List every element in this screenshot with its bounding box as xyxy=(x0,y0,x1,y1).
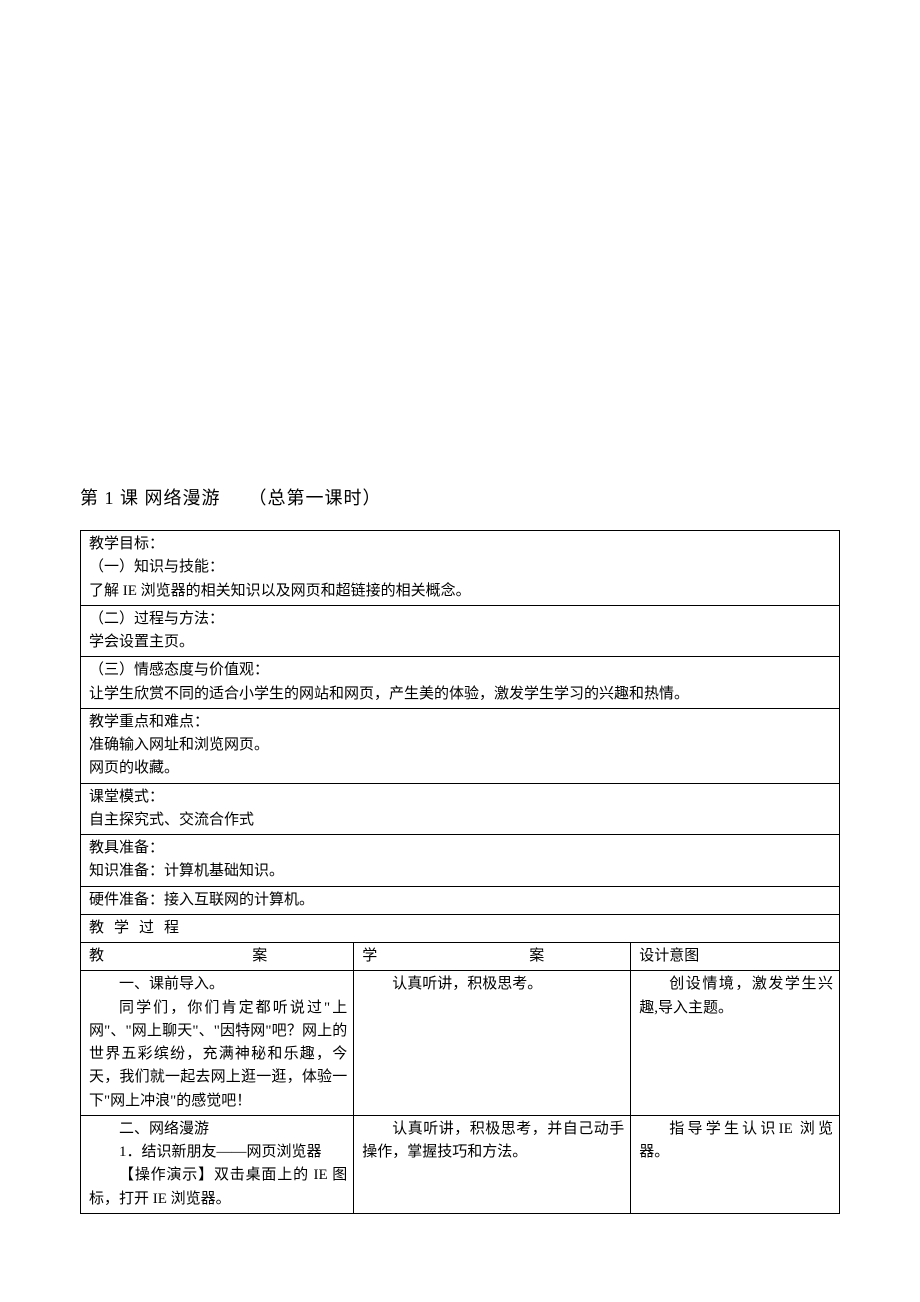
col-header-intent: 设计意图 xyxy=(631,943,840,971)
cell-teach-1: 一、课前导入。 同学们，你们肯定都听说过"上网"、"网上聊天"、"因特网"吧？网… xyxy=(81,971,354,1116)
text-line: 硬件准备：接入互联网的计算机。 xyxy=(89,889,833,912)
text-line: 准确输入网址和浏览网页。 xyxy=(89,734,833,757)
cell-learn-1: 认真听讲，积极思考。 xyxy=(354,971,631,1116)
cell-intent-1: 创设情境，激发学生兴趣,导入主题。 xyxy=(631,971,840,1116)
text-line: （三）情感态度与价值观： xyxy=(89,659,833,682)
text-line: 创设情境，激发学生兴趣,导入主题。 xyxy=(639,973,833,1020)
cell-process-header: 教学过程 xyxy=(81,914,840,942)
text-line: （一）知识与技能： xyxy=(89,556,833,579)
text-line: 认真听讲，积极思考。 xyxy=(362,973,624,996)
table-row: （三）情感态度与价值观： 让学生欣赏不同的适合小学生的网站和网页，产生美的体验，… xyxy=(81,657,840,709)
col-header-teach: 教案 xyxy=(81,943,354,971)
text-line: 课堂模式： xyxy=(89,786,833,809)
text-line: 教学重点和难点： xyxy=(89,711,833,734)
cell-intent-2: 指导学生认识IE 浏览器。 xyxy=(631,1115,840,1213)
text-line: 教学目标： xyxy=(89,533,833,556)
text-line: 教学过程 xyxy=(89,917,833,940)
cell-learn-2: 认真听讲，积极思考，并自己动手操作，掌握技巧和方法。 xyxy=(354,1115,631,1213)
text-line: 指导学生认识IE 浏览器。 xyxy=(639,1118,833,1165)
text-line: 【操作演示】双击桌面上的 IE 图标，打开 IE 浏览器。 xyxy=(89,1164,347,1211)
table-row: 一、课前导入。 同学们，你们肯定都听说过"上网"、"网上聊天"、"因特网"吧？网… xyxy=(81,971,840,1116)
table-row: 教具准备： 知识准备：计算机基础知识。 xyxy=(81,835,840,887)
text-line: 网页的收藏。 xyxy=(89,757,833,780)
text-line: 一、课前导入。 xyxy=(89,973,347,996)
table-row: 教学重点和难点： 准确输入网址和浏览网页。 网页的收藏。 xyxy=(81,708,840,783)
cell-objectives: 教学目标： （一）知识与技能： 了解 IE 浏览器的相关知识以及网页和超链接的相… xyxy=(81,531,840,606)
text-line: 学会设置主页。 xyxy=(89,631,833,654)
text-line: 1．结识新朋友——网页浏览器 xyxy=(89,1141,347,1164)
text-line: 了解 IE 浏览器的相关知识以及网页和超链接的相关概念。 xyxy=(89,580,833,603)
text-line: 二、网络漫游 xyxy=(89,1118,347,1141)
page-title: 第 1 课 网络漫游 （总第一课时） xyxy=(80,485,840,530)
table-row: （二）过程与方法： 学会设置主页。 xyxy=(81,605,840,657)
table-row: 教学过程 xyxy=(81,914,840,942)
cell-keypoints: 教学重点和难点： 准确输入网址和浏览网页。 网页的收藏。 xyxy=(81,708,840,783)
text-line: 认真听讲，积极思考，并自己动手操作，掌握技巧和方法。 xyxy=(362,1118,624,1165)
title-suffix: （总第一课时） xyxy=(249,488,382,508)
text-line: 知识准备：计算机基础知识。 xyxy=(89,860,833,883)
table-row: 硬件准备：接入互联网的计算机。 xyxy=(81,886,840,914)
text-line: 让学生欣赏不同的适合小学生的网站和网页，产生美的体验，激发学生学习的兴趣和热情。 xyxy=(89,683,833,706)
cell-mode: 课堂模式： 自主探究式、交流合作式 xyxy=(81,783,840,835)
cell-hardware: 硬件准备：接入互联网的计算机。 xyxy=(81,886,840,914)
cell-process: （二）过程与方法： 学会设置主页。 xyxy=(81,605,840,657)
cell-values: （三）情感态度与价值观： 让学生欣赏不同的适合小学生的网站和网页，产生美的体验，… xyxy=(81,657,840,709)
table-header-row: 教案 学案 设计意图 xyxy=(81,943,840,971)
lesson-plan-table: 教学目标： （一）知识与技能： 了解 IE 浏览器的相关知识以及网页和超链接的相… xyxy=(80,530,840,1214)
cell-teach-2: 二、网络漫游 1．结识新朋友——网页浏览器 【操作演示】双击桌面上的 IE 图标… xyxy=(81,1115,354,1213)
text-line: 教具准备： xyxy=(89,837,833,860)
title-prefix: 第 1 课 网络漫游 xyxy=(80,488,221,508)
table-row: 教学目标： （一）知识与技能： 了解 IE 浏览器的相关知识以及网页和超链接的相… xyxy=(81,531,840,606)
text-line: 自主探究式、交流合作式 xyxy=(89,809,833,832)
cell-prep: 教具准备： 知识准备：计算机基础知识。 xyxy=(81,835,840,887)
col-header-learn: 学案 xyxy=(354,943,631,971)
table-row: 课堂模式： 自主探究式、交流合作式 xyxy=(81,783,840,835)
text-line: 同学们，你们肯定都听说过"上网"、"网上聊天"、"因特网"吧？网上的世界五彩缤纷… xyxy=(89,997,347,1113)
table-row: 二、网络漫游 1．结识新朋友——网页浏览器 【操作演示】双击桌面上的 IE 图标… xyxy=(81,1115,840,1213)
text-line: （二）过程与方法： xyxy=(89,608,833,631)
